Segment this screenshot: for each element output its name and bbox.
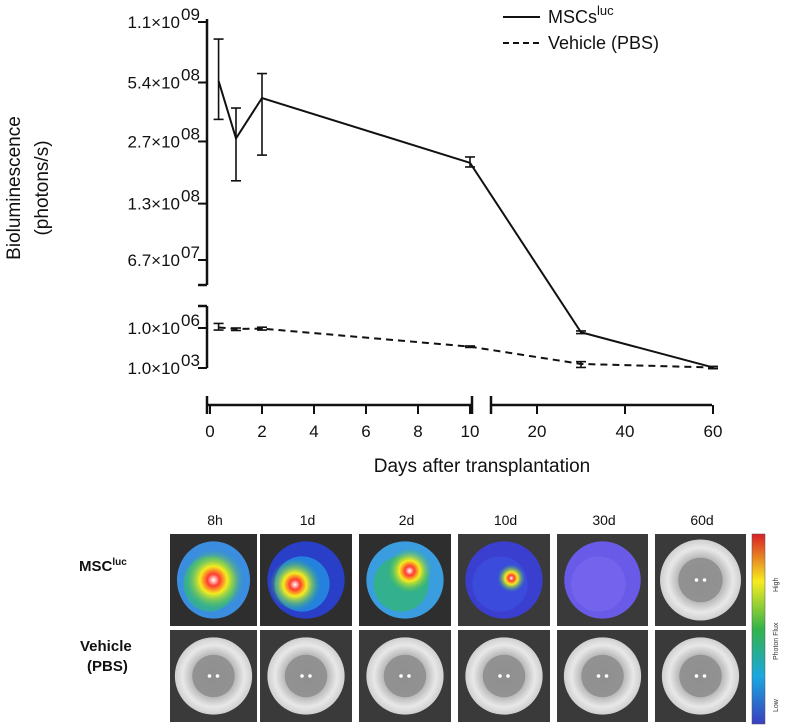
y-tick-exponent: 09	[181, 5, 200, 24]
column-label-8h: 8h	[207, 512, 223, 528]
vehicle-image-30d	[557, 630, 648, 722]
msc-image-1d	[260, 534, 352, 626]
y-axis: 1.1×10 095.4×10 082.7×10 081.3×10 086.7×10 07…	[128, 5, 209, 378]
x-tick-label: 60	[704, 422, 723, 441]
row-label-vehicle-2: (PBS)	[87, 658, 128, 675]
row-label-vehicle-1: Vehicle	[80, 638, 132, 655]
y-tick-label: 1.0×10	[128, 359, 180, 378]
error-bar	[257, 72, 267, 156]
y-tick-exponent: 08	[181, 187, 200, 206]
series-line-msc	[217, 80, 714, 369]
error-bar	[231, 327, 241, 332]
error-bar	[465, 345, 475, 349]
error-bar	[213, 322, 224, 331]
y-tick-exponent: 08	[181, 124, 200, 143]
y-tick-exponent: 07	[181, 243, 200, 262]
photon-flux-colorbar	[751, 533, 766, 725]
row-label-msc: MSCluc	[79, 557, 127, 575]
column-label-10d: 10d	[494, 512, 517, 528]
column-label-60d: 60d	[690, 512, 713, 528]
msc-image-10d	[458, 534, 550, 626]
msc-image-60d	[655, 534, 746, 626]
x-tick-label: 6	[361, 422, 370, 441]
x-axis: 0 2 4 6 8 10 20 40 60	[205, 396, 722, 441]
error-bar	[257, 326, 267, 331]
x-tick-label: 0	[205, 422, 214, 441]
y-axis-title-line1: Bioluminescence	[4, 116, 25, 260]
y-tick-label: 5.4×10	[128, 74, 180, 93]
vehicle-image-1d	[260, 630, 352, 722]
vehicle-image-2d	[359, 630, 451, 722]
msc-image-2d	[359, 534, 451, 626]
column-label-2d: 2d	[399, 512, 415, 528]
y-tick-label: 1.0×10	[128, 319, 180, 338]
x-tick-label: 8	[413, 422, 422, 441]
colorbar-low-label: Low	[773, 698, 780, 712]
error-bar	[576, 360, 586, 369]
colorbar-mid-label: Photon Flux	[773, 622, 780, 660]
x-tick-label: 20	[528, 422, 547, 441]
y-tick-exponent: 08	[181, 66, 200, 85]
vehicle-image-60d	[655, 630, 746, 722]
error-bar	[213, 38, 224, 121]
legend-label-msc: MSCsluc	[548, 3, 614, 27]
vehicle-image-10d	[458, 630, 550, 722]
x-tick-label: 2	[257, 422, 266, 441]
msc-image-30d	[557, 534, 648, 626]
error-bar	[231, 107, 241, 182]
error-bar	[576, 330, 586, 335]
legend-label-vehicle: Vehicle (PBS)	[548, 33, 659, 53]
y-tick-label: 6.7×10	[128, 251, 180, 270]
vehicle-image-8h	[170, 630, 257, 722]
y-tick-exponent: 06	[181, 311, 200, 330]
legend: MSCsluc Vehicle (PBS)	[503, 3, 659, 53]
imaging-panel: 8h 1d 2d 10d 30d 60d MSCluc Vehicle (PBS) Hig…	[79, 512, 780, 725]
series-layer	[213, 38, 718, 370]
y-axis-title-line2: (photons/s)	[32, 140, 53, 235]
msc-image-8h	[170, 534, 257, 626]
x-axis-title: Days after transplantation	[374, 456, 591, 477]
error-bar	[708, 365, 718, 370]
x-tick-label: 4	[309, 422, 318, 441]
column-label-1d: 1d	[300, 512, 316, 528]
x-tick-label: 10	[461, 422, 480, 441]
column-label-30d: 30d	[592, 512, 615, 528]
error-bar	[465, 156, 475, 168]
colorbar-high-label: High	[773, 577, 780, 592]
y-tick-label: 2.7×10	[128, 132, 180, 151]
y-tick-exponent: 03	[181, 351, 200, 370]
x-tick-label: 40	[616, 422, 635, 441]
y-tick-label: 1.1×10	[128, 13, 180, 32]
y-tick-label: 1.3×10	[128, 195, 180, 214]
